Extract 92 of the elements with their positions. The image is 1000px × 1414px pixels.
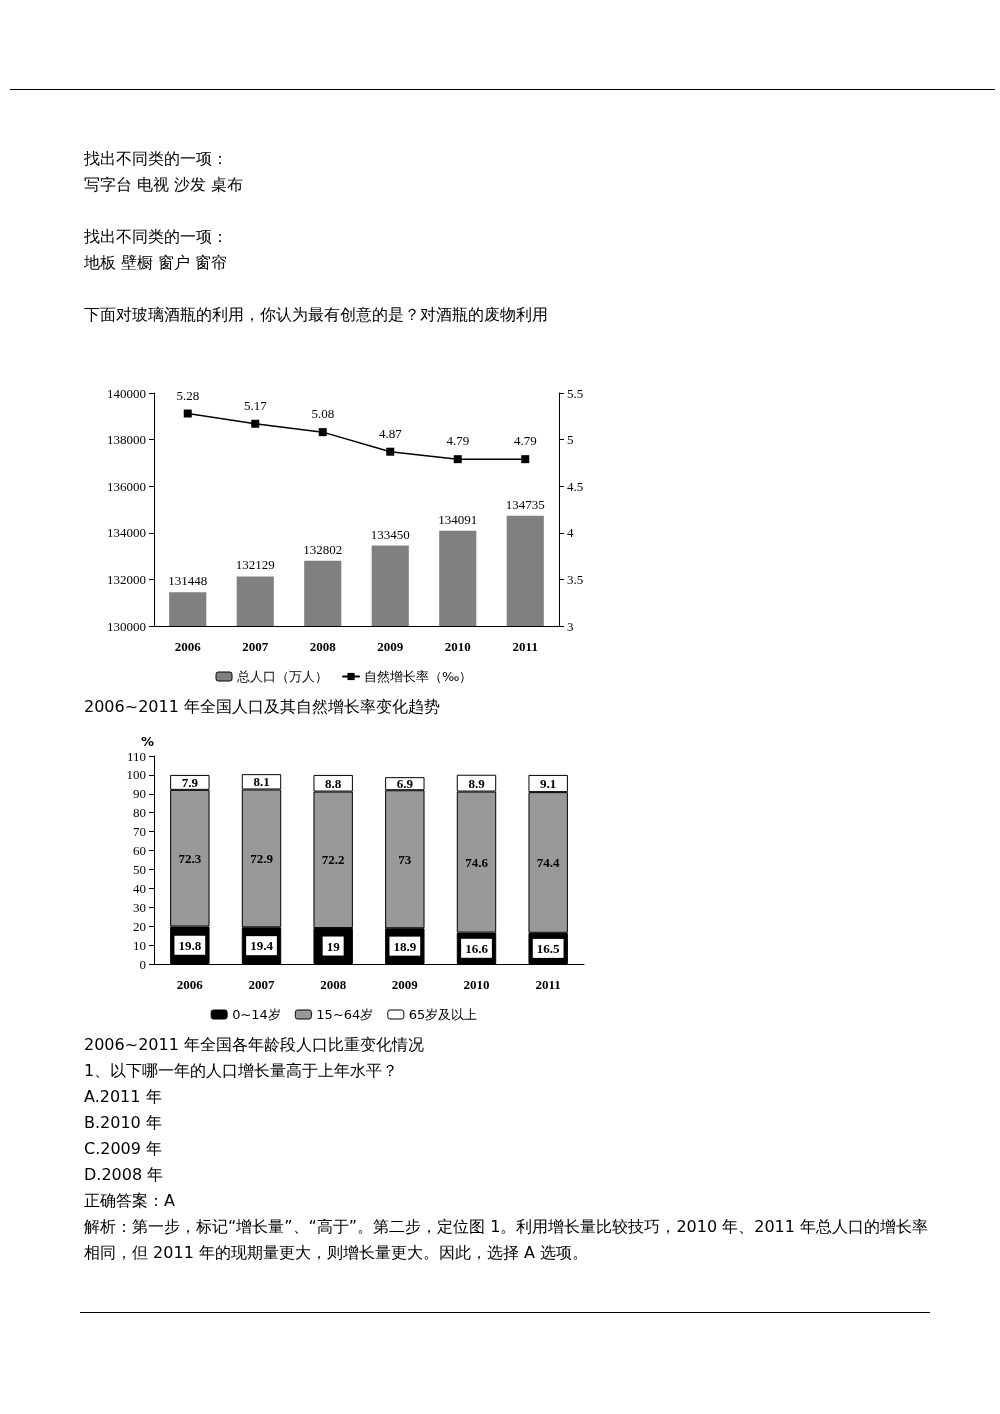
data-label: 134735 (505, 496, 545, 512)
y-tick-label: 20 (133, 918, 146, 934)
point (318, 428, 327, 437)
y-tick-label: 60 (133, 843, 146, 859)
data-label: 131448 (168, 573, 208, 589)
data-label: 4.79 (513, 433, 537, 449)
data-label: 7.9 (181, 774, 199, 790)
data-label: 6.9 (396, 776, 414, 792)
text: 找出不同类的一项： (84, 226, 229, 248)
legend-label: 0~14岁 (232, 1007, 281, 1022)
data-label: 18.9 (393, 938, 417, 954)
y-tick-label: 110 (126, 748, 146, 764)
y-tick-label: 0 (139, 956, 146, 972)
y2-tick-label: 5.5 (567, 385, 584, 401)
text: 写字台 电视 沙发 桌布 (84, 174, 245, 196)
data-label: 132802 (303, 541, 343, 557)
y-tick-label: 50 (133, 861, 146, 877)
text: A.2011 年 (84, 1086, 163, 1108)
data-label: 73 (398, 851, 412, 867)
data-label: 4.87 (378, 425, 403, 441)
data-label: 8.1 (253, 774, 270, 790)
data-label: 72.3 (178, 850, 202, 866)
data-label: 19.8 (178, 937, 202, 953)
point (251, 419, 260, 428)
text: 2006~2011 年全国各年龄段人口比重变化情况 (84, 1034, 425, 1056)
text: 正确答案：A (84, 1190, 176, 1212)
y-tick-label: 138000 (107, 432, 146, 448)
x-tick-label: 2006 (176, 977, 204, 992)
x-tick-label: 2010 (444, 639, 471, 654)
data-label: 133450 (370, 526, 410, 542)
y-tick-label: 100 (126, 767, 146, 783)
data-label: 72.2 (321, 852, 345, 868)
data-label: 9.1 (540, 776, 557, 792)
point (521, 455, 530, 464)
text: 2006~2011 年全国人口及其自然增长率变化趋势 (84, 696, 441, 718)
x-tick-label: 2007 (242, 639, 269, 654)
data-label: 19.4 (250, 938, 274, 954)
y2-tick-label: 3 (567, 618, 574, 634)
y-tick-label: 90 (133, 786, 146, 802)
text: 1、以下哪一年的人口增长量高于上年水平？ (84, 1060, 400, 1082)
text: 解析：第一步，标记“增长量”、“高于”。第二步，定位图 1。利用增长量比较技巧，2010 年、2011 年总人口的增长率相同，但 2011 年的现期量更大，则增长量更大。因此，选择 A 选项。 (84, 1216, 930, 1264)
point (453, 455, 462, 464)
y2-tick-label: 4 (567, 525, 574, 541)
data-label: 5.08 (311, 406, 335, 422)
y-tick-label: 10 (133, 937, 146, 953)
legend-label: 自然增长率（‰） (364, 669, 473, 684)
y-tick-label: 140000 (107, 385, 146, 401)
x-tick-label: 2011 (512, 639, 538, 654)
y-tick-label: 70 (133, 824, 146, 840)
legend-label: 15~64岁 (316, 1007, 374, 1022)
point (183, 409, 192, 418)
x-tick-label: 2009 (391, 977, 419, 992)
text: 下面对玻璃酒瓶的利用，你认为最有创意的是？对酒瓶的废物利用 (84, 304, 549, 326)
text: 地板 壁橱 窗户 窗帘 (84, 252, 229, 274)
x-tick-label: 2009 (377, 639, 404, 654)
y-tick-label: 40 (133, 880, 146, 896)
x-tick-label: 2010 (463, 977, 490, 992)
y2-tick-label: 5 (567, 432, 574, 448)
x-tick-label: 2008 (320, 977, 347, 992)
text: B.2010 年 (84, 1112, 163, 1134)
x-tick-label: 2007 (248, 977, 275, 992)
data-label: 132129 (235, 557, 275, 573)
y-tick-label: 136000 (107, 478, 146, 494)
y2-tick-label: 4.5 (567, 478, 584, 494)
y-axis-title: % (140, 734, 154, 749)
data-label: 74.4 (536, 854, 561, 870)
data-label: 8.9 (468, 775, 486, 791)
data-label: 8.8 (325, 775, 342, 791)
data-label: 4.79 (446, 433, 470, 449)
point (386, 447, 395, 456)
y-tick-label: 134000 (107, 525, 146, 541)
data-label: 19 (326, 938, 341, 954)
data-label: 134091 (438, 511, 478, 527)
data-label: 74.6 (465, 854, 489, 870)
text: C.2009 年 (84, 1138, 164, 1160)
data-label: 16.5 (536, 940, 561, 956)
data-label: 72.9 (250, 850, 274, 866)
y-tick-label: 132000 (107, 571, 146, 587)
x-tick-label: 2008 (309, 639, 337, 654)
y2-tick-label: 3.5 (567, 571, 584, 587)
x-tick-label: 2011 (535, 977, 561, 992)
data-label: 16.6 (465, 940, 489, 956)
text: 找出不同类的一项： (84, 148, 229, 170)
y-tick-label: 130000 (107, 618, 146, 634)
legend-label: 总人口（万人） (236, 669, 329, 684)
y-tick-label: 80 (133, 805, 146, 821)
data-label: 5.28 (176, 387, 200, 403)
text: D.2008 年 (84, 1164, 165, 1186)
data-label: 5.17 (243, 397, 268, 413)
x-tick-label: 2006 (174, 639, 202, 654)
y-tick-label: 30 (133, 899, 146, 915)
legend-label: 65岁及以上 (408, 1007, 478, 1022)
